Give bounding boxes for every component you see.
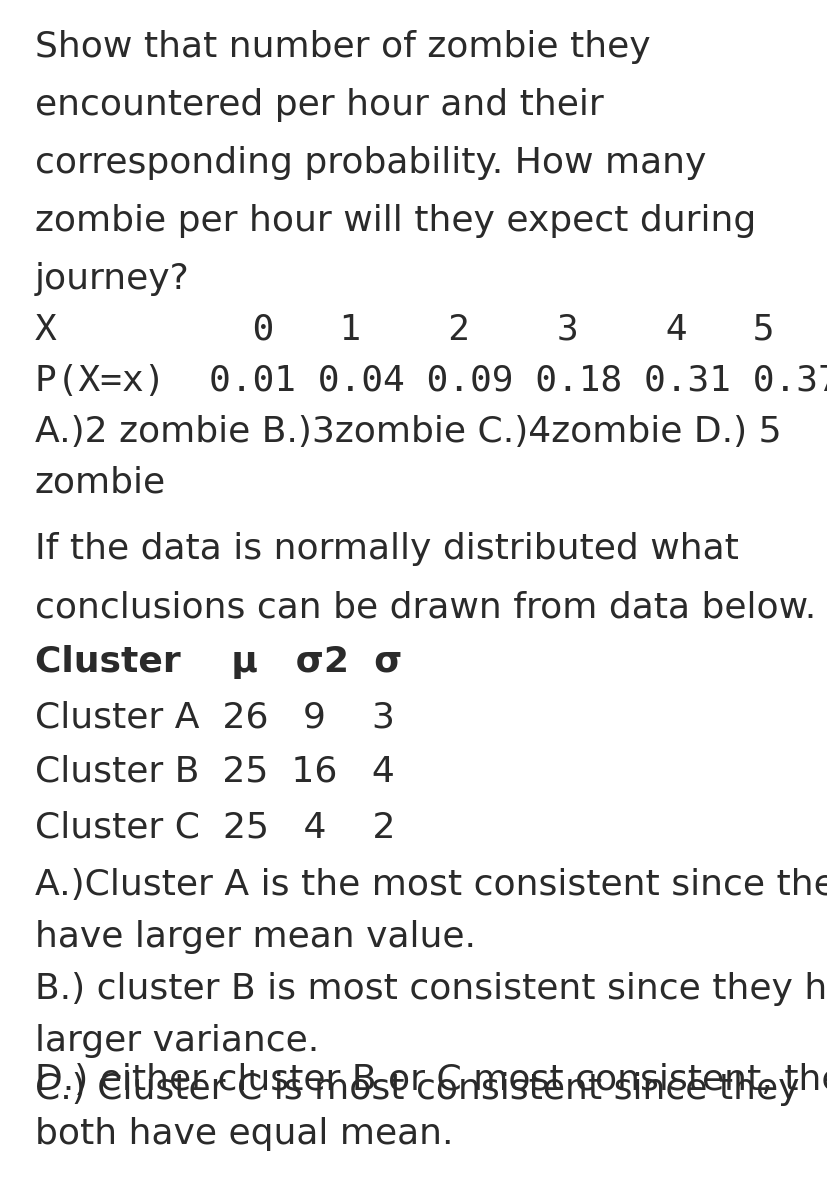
Text: If the data is normally distributed what: If the data is normally distributed what (35, 532, 739, 566)
Text: corresponding probability. How many: corresponding probability. How many (35, 146, 706, 180)
Text: zombie per hour will they expect during: zombie per hour will they expect during (35, 204, 756, 238)
Text: zombie: zombie (35, 466, 166, 500)
Text: have larger mean value.: have larger mean value. (35, 920, 476, 954)
Text: B.) cluster B is most consistent since they have: B.) cluster B is most consistent since t… (35, 972, 827, 1006)
Text: C.) Cluster C is most consistent since they: C.) Cluster C is most consistent since t… (35, 1072, 800, 1106)
Text: conclusions can be drawn from data below.: conclusions can be drawn from data below… (35, 590, 816, 624)
Text: Show that number of zombie they: Show that number of zombie they (35, 30, 651, 64)
Text: P(X=x)  0.01 0.04 0.09 0.18 0.31 0.37: P(X=x) 0.01 0.04 0.09 0.18 0.31 0.37 (35, 364, 827, 398)
Text: larger variance.: larger variance. (35, 1024, 319, 1058)
Text: X         0   1    2    3    4   5: X 0 1 2 3 4 5 (35, 313, 775, 347)
Text: both have equal mean.: both have equal mean. (35, 1117, 453, 1151)
Text: A.)Cluster A is the most consistent since they: A.)Cluster A is the most consistent sinc… (35, 867, 827, 902)
Text: D.) either cluster B or C most consistent, they: D.) either cluster B or C most consisten… (35, 1063, 827, 1097)
Text: journey?: journey? (35, 262, 189, 296)
Text: A.)2 zombie B.)3zombie C.)4zombie D.) 5: A.)2 zombie B.)3zombie C.)4zombie D.) 5 (35, 415, 782, 449)
Text: Cluster    μ   σ2  σ: Cluster μ σ2 σ (35, 645, 403, 679)
Text: Cluster C  25   4    2: Cluster C 25 4 2 (35, 811, 395, 844)
Text: Cluster A  26   9    3: Cluster A 26 9 3 (35, 700, 394, 734)
Text: encountered per hour and their: encountered per hour and their (35, 88, 604, 122)
Text: Cluster B  25  16   4: Cluster B 25 16 4 (35, 755, 394, 789)
